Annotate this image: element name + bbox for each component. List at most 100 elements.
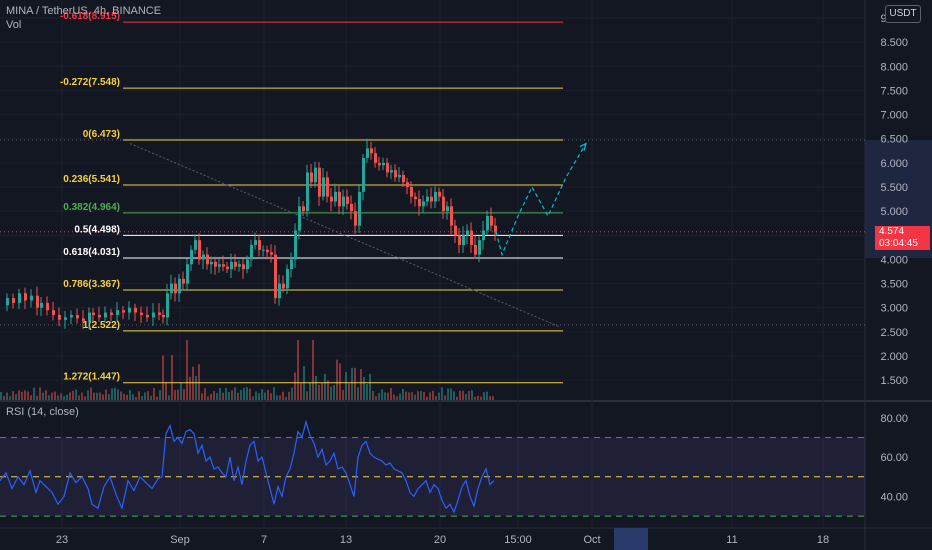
rsi-panel: 80.00 60.00 40.00 — [0, 413, 908, 517]
candle-body — [326, 177, 329, 197]
candle-body — [134, 307, 137, 313]
volume-bar — [219, 387, 221, 400]
volume-bar — [375, 396, 377, 400]
candle-body — [454, 225, 457, 236]
candle-body — [270, 252, 273, 255]
candle-body — [58, 314, 61, 320]
volume-bar — [432, 390, 434, 400]
volume-bar — [150, 395, 152, 400]
candle-body — [366, 148, 369, 159]
volume-bar — [153, 388, 155, 400]
candle-body — [238, 264, 241, 267]
last-price-tag: 4.574 03:04:45 — [875, 226, 930, 250]
volume-bar — [171, 354, 173, 400]
candle-body — [486, 215, 489, 231]
volume-bar — [474, 396, 476, 400]
volume-bar — [492, 396, 494, 400]
price-tick-label: 7.500 — [880, 85, 908, 97]
volume-bar — [330, 386, 332, 400]
candle-body — [394, 170, 397, 178]
candle-body — [194, 240, 197, 250]
volume-bar — [324, 373, 326, 400]
volume-bar — [402, 388, 404, 400]
volume-bar — [114, 387, 116, 400]
candle-body — [6, 298, 9, 306]
price-candles — [6, 138, 497, 330]
volume-bar — [132, 394, 134, 400]
volume-bar — [228, 392, 230, 400]
candle-body — [242, 264, 245, 270]
fib-label: -0.618(8.915) — [60, 11, 120, 22]
candle-body — [282, 283, 285, 289]
volume-bar — [351, 367, 353, 400]
volume-bar — [84, 396, 86, 400]
volume-bar — [312, 340, 314, 400]
volume-bar — [261, 389, 263, 400]
volume-bar — [423, 392, 425, 400]
candle-body — [198, 240, 201, 260]
candle-body — [258, 240, 261, 250]
projection-arrowhead — [579, 142, 587, 151]
volume-bar — [108, 394, 110, 400]
volume-bar — [444, 395, 446, 400]
candle-body — [346, 196, 349, 204]
candle-body — [378, 162, 381, 166]
volume-bar — [180, 382, 182, 400]
volume-bar — [273, 387, 275, 400]
candle-body — [222, 264, 225, 267]
volume-bar — [264, 392, 266, 400]
volume-bar — [186, 340, 188, 400]
candle-body — [230, 261, 233, 270]
volume-bar — [111, 388, 113, 400]
volume-bar — [462, 390, 464, 400]
candle-body — [174, 283, 177, 294]
volume-bar — [27, 391, 29, 400]
volume-bar — [453, 391, 455, 400]
candle-body — [390, 170, 393, 173]
currency-button[interactable]: USDT — [885, 5, 921, 23]
volume-bar — [126, 394, 128, 400]
candle-body — [482, 230, 485, 241]
volume-bar — [177, 389, 179, 400]
candle-body — [140, 312, 143, 315]
candle-body — [166, 293, 169, 318]
fib-label: 1(2.522) — [83, 320, 120, 331]
candle-body — [386, 162, 389, 173]
candle-body — [358, 191, 361, 226]
volume-bar — [24, 390, 26, 400]
volume-bar — [288, 391, 290, 400]
candle-body — [294, 230, 297, 260]
volume-bar — [306, 391, 308, 400]
candle-body — [314, 167, 317, 183]
price-tick-label: 2.000 — [880, 351, 908, 363]
candle-body — [494, 225, 497, 232]
volume-bar — [15, 394, 17, 400]
candle-body — [310, 172, 313, 183]
volume-bar — [369, 373, 371, 400]
candle-body — [82, 318, 85, 322]
volume-bar — [345, 372, 347, 400]
time-highlight — [614, 528, 648, 550]
time-axis[interactable]: 23 Sep 7 13 20 15:00 Oct 11 18 — [56, 528, 829, 550]
volume-bar — [3, 395, 5, 400]
candle-body — [146, 314, 149, 318]
fib-label: 0.236(5.541) — [63, 174, 120, 185]
volume-bar — [93, 392, 95, 400]
volume-bar — [357, 387, 359, 400]
candle-body — [98, 314, 101, 318]
volume-bars — [0, 340, 494, 400]
volume-bar — [66, 394, 68, 400]
volume-bar — [366, 384, 368, 400]
candle-body — [458, 235, 461, 245]
candle-body — [64, 317, 67, 320]
candle-body — [470, 230, 473, 245]
symbol-title: MINA / TetherUS, 4h, BINANCE — [6, 5, 162, 17]
volume-bar — [339, 363, 341, 400]
volume-bar — [480, 396, 482, 400]
candle-body — [30, 295, 33, 301]
volume-bar — [348, 383, 350, 400]
volume-bar — [129, 390, 131, 400]
rsi-title: RSI (14, close) — [6, 406, 79, 418]
